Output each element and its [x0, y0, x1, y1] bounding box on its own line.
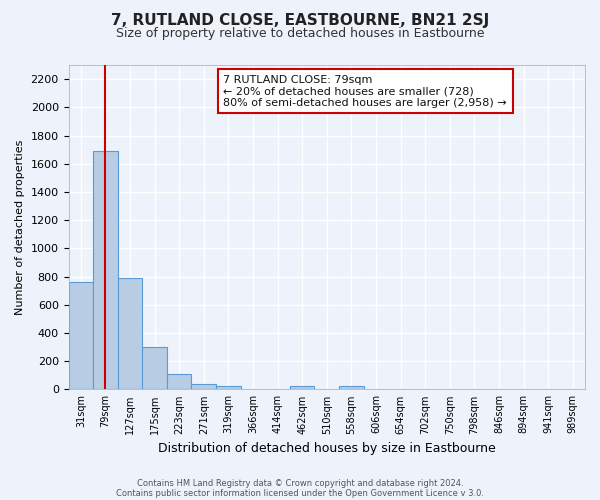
Bar — [290, 386, 314, 390]
Text: Contains public sector information licensed under the Open Government Licence v : Contains public sector information licen… — [116, 488, 484, 498]
Bar — [339, 386, 364, 390]
X-axis label: Distribution of detached houses by size in Eastbourne: Distribution of detached houses by size … — [158, 442, 496, 455]
Bar — [142, 347, 167, 390]
Bar — [93, 151, 118, 390]
Y-axis label: Number of detached properties: Number of detached properties — [15, 140, 25, 315]
Bar — [68, 282, 93, 390]
Text: Contains HM Land Registry data © Crown copyright and database right 2024.: Contains HM Land Registry data © Crown c… — [137, 478, 463, 488]
Text: Size of property relative to detached houses in Eastbourne: Size of property relative to detached ho… — [116, 28, 484, 40]
Bar — [191, 384, 216, 390]
Text: 7 RUTLAND CLOSE: 79sqm
← 20% of detached houses are smaller (728)
80% of semi-de: 7 RUTLAND CLOSE: 79sqm ← 20% of detached… — [223, 74, 507, 108]
Bar — [167, 374, 191, 390]
Text: 7, RUTLAND CLOSE, EASTBOURNE, BN21 2SJ: 7, RUTLAND CLOSE, EASTBOURNE, BN21 2SJ — [111, 12, 489, 28]
Bar — [118, 278, 142, 390]
Bar — [216, 386, 241, 390]
